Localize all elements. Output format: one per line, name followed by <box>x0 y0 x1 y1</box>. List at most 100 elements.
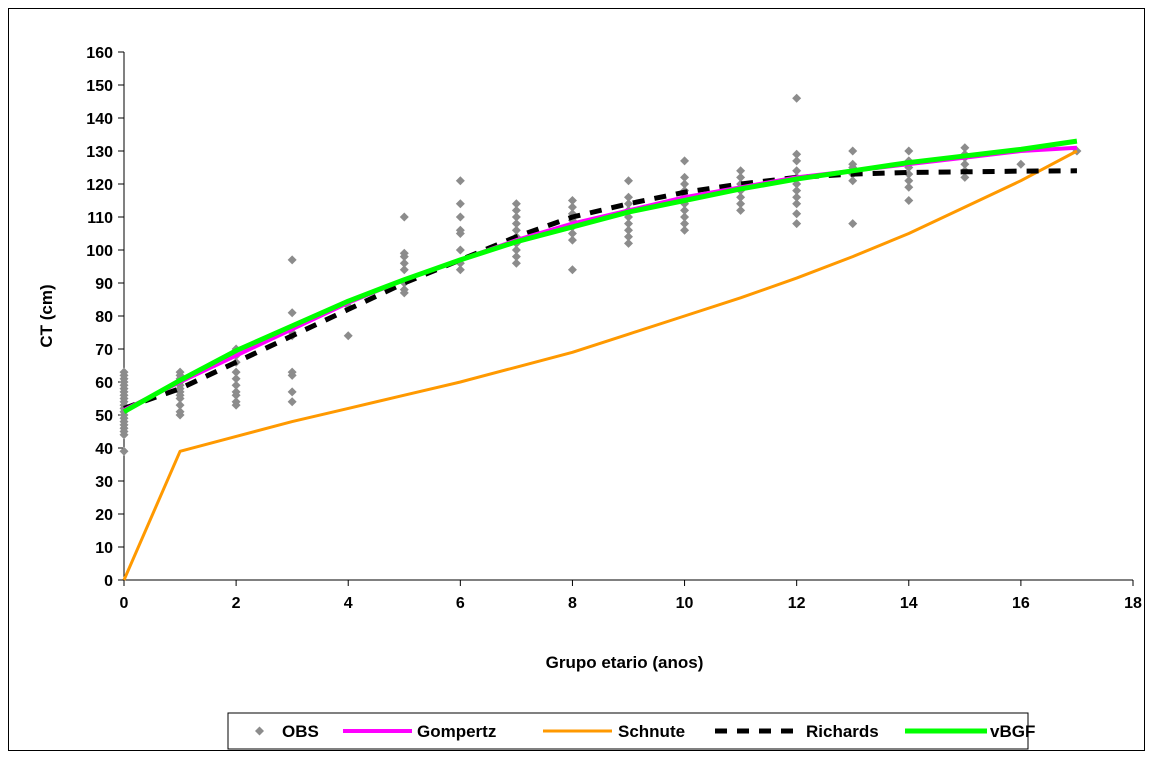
obs-point <box>119 367 129 377</box>
obs-point <box>792 219 802 229</box>
obs-point <box>624 225 633 235</box>
obs-point <box>624 192 633 202</box>
obs-point <box>680 219 690 229</box>
obs-point <box>287 308 297 318</box>
obs-point <box>511 205 521 215</box>
y-tick-label: 140 <box>86 111 113 128</box>
obs-point <box>624 219 633 229</box>
richards-line <box>123 168 1077 411</box>
obs-point <box>792 199 802 209</box>
obs-point <box>960 143 970 153</box>
obs-point <box>680 225 690 235</box>
obs-point <box>680 172 690 182</box>
obs-point <box>287 397 297 407</box>
obs-point <box>287 367 297 377</box>
obs-point <box>455 212 465 222</box>
obs-point <box>960 159 970 169</box>
obs-point <box>792 209 802 219</box>
obs-point <box>736 172 746 182</box>
y-tick-label: 80 <box>95 309 113 326</box>
obs-point <box>792 186 802 196</box>
obs-point <box>511 225 521 235</box>
x-tick-label: 8 <box>568 595 577 612</box>
y-tick-label: 110 <box>87 210 113 227</box>
x-tick-label: 4 <box>344 595 353 612</box>
legend-schnute-label: Schnute <box>618 722 685 741</box>
obs-point <box>792 149 802 159</box>
y-tick-label: 150 <box>86 78 113 95</box>
obs-point <box>231 387 241 397</box>
obs-point <box>399 248 409 258</box>
schnute-line <box>122 149 1078 581</box>
y-tick-label: 90 <box>95 276 113 293</box>
y-tick-label: 10 <box>95 540 113 557</box>
obs-point <box>567 235 577 245</box>
obs-point <box>287 255 297 265</box>
obs-point <box>904 196 914 205</box>
obs-point <box>567 196 577 205</box>
obs-point <box>119 446 129 456</box>
y-tick-label: 50 <box>95 408 113 425</box>
obs-point <box>399 212 409 222</box>
obs-point <box>567 202 577 212</box>
obs-point <box>287 387 297 397</box>
gompertz-line <box>123 145 1078 412</box>
obs-point <box>848 146 858 156</box>
obs-point <box>680 212 690 222</box>
y-tick-label: 160 <box>86 45 113 62</box>
y-tick-label: 130 <box>86 144 113 161</box>
y-tick-label: 30 <box>95 474 113 491</box>
y-tick-label: 60 <box>95 375 113 392</box>
legend-vbgf-label: vBGF <box>990 722 1035 741</box>
obs-point <box>624 238 633 248</box>
obs-point <box>904 176 914 186</box>
obs-point <box>904 146 914 156</box>
x-tick-label: 10 <box>676 595 694 612</box>
obs-point <box>567 265 577 275</box>
x-tick-label: 0 <box>120 595 129 612</box>
obs-point <box>511 258 521 268</box>
x-tick-label: 2 <box>232 595 241 612</box>
obs-point <box>736 199 746 209</box>
obs-point <box>455 225 465 235</box>
obs-point <box>343 331 353 341</box>
obs-point <box>231 380 241 390</box>
obs-point <box>175 400 185 410</box>
obs-point <box>624 199 633 209</box>
x-tick-label: 18 <box>1124 595 1142 612</box>
obs-point <box>511 212 521 222</box>
obs-point <box>792 192 802 202</box>
obs-point <box>680 156 690 166</box>
obs-point <box>455 199 465 209</box>
legend-gompertz-label: Gompertz <box>417 722 496 741</box>
obs-point <box>848 219 858 229</box>
obs-point <box>680 205 690 215</box>
obs-point <box>736 166 746 176</box>
x-axis-title: Grupo etario (anos) <box>546 653 704 672</box>
obs-point <box>175 367 185 377</box>
x-tick-label: 14 <box>900 595 918 612</box>
obs-point <box>1016 159 1026 169</box>
obs-point <box>399 265 409 275</box>
y-tick-label: 40 <box>95 441 113 458</box>
y-tick-label: 20 <box>95 507 113 524</box>
obs-point <box>792 166 802 176</box>
x-tick-label: 6 <box>456 595 465 612</box>
chart-frame <box>8 8 1145 751</box>
obs-point <box>175 407 185 417</box>
obs-point <box>455 265 465 275</box>
obs-point <box>736 205 746 215</box>
obs-point <box>399 285 409 295</box>
obs-point <box>231 367 241 377</box>
obs-point <box>455 176 465 186</box>
y-tick-label: 100 <box>86 243 113 260</box>
legend: OBS Gompertz Schnute Richards vBGF <box>227 712 1035 750</box>
obs-point <box>511 199 521 209</box>
obs-point <box>624 176 633 186</box>
x-tick-label: 16 <box>1012 595 1030 612</box>
obs-point <box>624 232 633 242</box>
vbgf-line <box>122 138 1078 414</box>
obs-point <box>511 245 521 255</box>
obs-point <box>231 374 241 384</box>
